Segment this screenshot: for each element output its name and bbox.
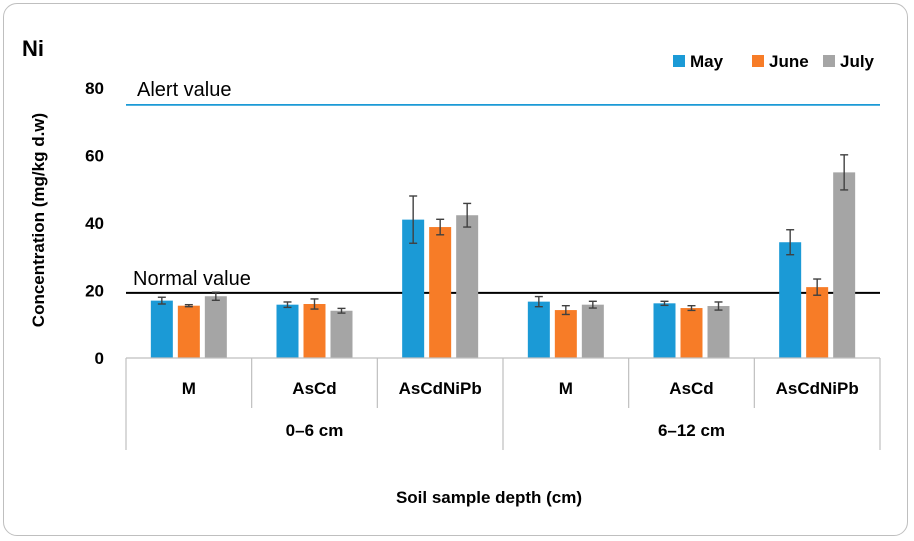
bar-june xyxy=(806,287,829,358)
x-group-label: 6–12 cm xyxy=(658,421,725,440)
bar-june xyxy=(177,305,200,358)
legend-swatch xyxy=(823,55,835,67)
x-axis-label: Soil sample depth (cm) xyxy=(396,488,582,507)
y-tick-label: 20 xyxy=(85,282,104,301)
x-category-label: AsCdNiPb xyxy=(399,379,482,398)
bar-may xyxy=(527,301,550,358)
bar-july xyxy=(581,304,604,358)
y-tick-label: 60 xyxy=(85,147,104,166)
bar-may xyxy=(779,242,802,358)
y-axis: 0 20 40 60 80 xyxy=(85,79,104,368)
bar-june xyxy=(554,310,577,358)
y-axis-label: Concentration (mg/kg d.w) xyxy=(29,113,48,327)
bar-june xyxy=(303,304,326,358)
bar-june xyxy=(429,227,452,358)
bar-may xyxy=(276,304,299,358)
x-category-label: AsCd xyxy=(292,379,336,398)
reference-line-label: Alert value xyxy=(137,79,232,101)
legend-swatch xyxy=(752,55,764,67)
x-axis: M AsCd AsCdNiPb 0–6 cm M AsCd AsCdNiPb 6–12 cm xyxy=(125,357,881,450)
x-category-label: AsCdNiPb xyxy=(776,379,859,398)
bar-july xyxy=(456,215,479,358)
legend-label: July xyxy=(840,52,875,71)
bars xyxy=(150,154,856,358)
bar-july xyxy=(707,306,730,358)
x-category-label: M xyxy=(182,379,196,398)
y-tick-label: 40 xyxy=(85,214,104,233)
bar-july xyxy=(204,296,227,358)
legend-label: May xyxy=(690,52,724,71)
chart-title: Ni xyxy=(22,36,44,61)
legend: May June July xyxy=(673,52,875,71)
bar-july xyxy=(833,172,856,358)
y-tick-label: 80 xyxy=(85,79,104,98)
legend-swatch xyxy=(673,55,685,67)
reference-line-label: Normal value xyxy=(133,268,251,290)
x-category-label: M xyxy=(559,379,573,398)
bar-july xyxy=(330,310,353,358)
bar-june xyxy=(680,308,703,358)
reference-lines: Alert value Normal value xyxy=(126,79,880,294)
x-category-label: AsCd xyxy=(669,379,713,398)
y-tick-label: 0 xyxy=(95,349,104,368)
bar-may xyxy=(150,300,173,358)
bar-may xyxy=(653,303,676,358)
legend-label: June xyxy=(769,52,809,71)
x-group-label: 0–6 cm xyxy=(286,421,344,440)
chart-frame xyxy=(3,3,908,536)
bar-may xyxy=(402,219,425,358)
